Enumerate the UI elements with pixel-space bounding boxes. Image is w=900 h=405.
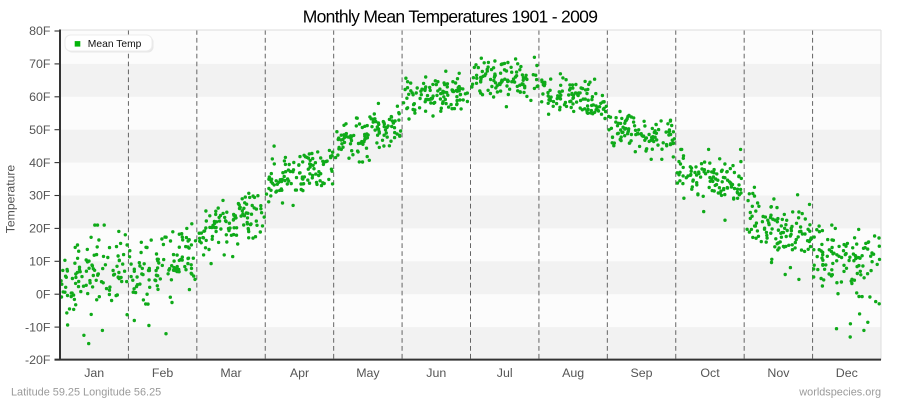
svg-text:0F: 0F bbox=[36, 287, 51, 301]
svg-text:worldspecies.org: worldspecies.org bbox=[798, 387, 881, 399]
svg-text:40F: 40F bbox=[29, 156, 51, 170]
svg-text:Temperature: Temperature bbox=[4, 165, 18, 234]
svg-text:Jul: Jul bbox=[497, 366, 513, 380]
svg-text:Oct: Oct bbox=[700, 366, 720, 380]
svg-text:Jan: Jan bbox=[84, 366, 104, 380]
svg-text:-10F: -10F bbox=[25, 320, 51, 334]
svg-text:-20F: -20F bbox=[25, 353, 51, 367]
svg-text:Dec: Dec bbox=[836, 366, 858, 380]
svg-text:Nov: Nov bbox=[767, 366, 790, 380]
svg-text:10F: 10F bbox=[29, 255, 51, 269]
svg-text:50F: 50F bbox=[29, 123, 51, 137]
svg-text:Sep: Sep bbox=[630, 366, 652, 380]
svg-text:Apr: Apr bbox=[290, 366, 309, 380]
svg-text:Jun: Jun bbox=[426, 366, 446, 380]
svg-text:70F: 70F bbox=[29, 57, 51, 71]
svg-text:May: May bbox=[356, 366, 380, 380]
svg-text:60F: 60F bbox=[29, 90, 51, 104]
svg-text:Monthly Mean Temperatures 1901: Monthly Mean Temperatures 1901 - 2009 bbox=[303, 7, 598, 27]
svg-text:Aug: Aug bbox=[562, 366, 584, 380]
svg-text:20F: 20F bbox=[29, 222, 51, 236]
svg-text:Mar: Mar bbox=[220, 366, 241, 380]
svg-text:Latitude 59.25 Longitude 56.25: Latitude 59.25 Longitude 56.25 bbox=[11, 387, 161, 399]
svg-text:Feb: Feb bbox=[152, 366, 173, 380]
svg-text:30F: 30F bbox=[29, 189, 51, 203]
svg-text:Mean Temp: Mean Temp bbox=[88, 39, 142, 50]
svg-text:80F: 80F bbox=[29, 24, 51, 38]
